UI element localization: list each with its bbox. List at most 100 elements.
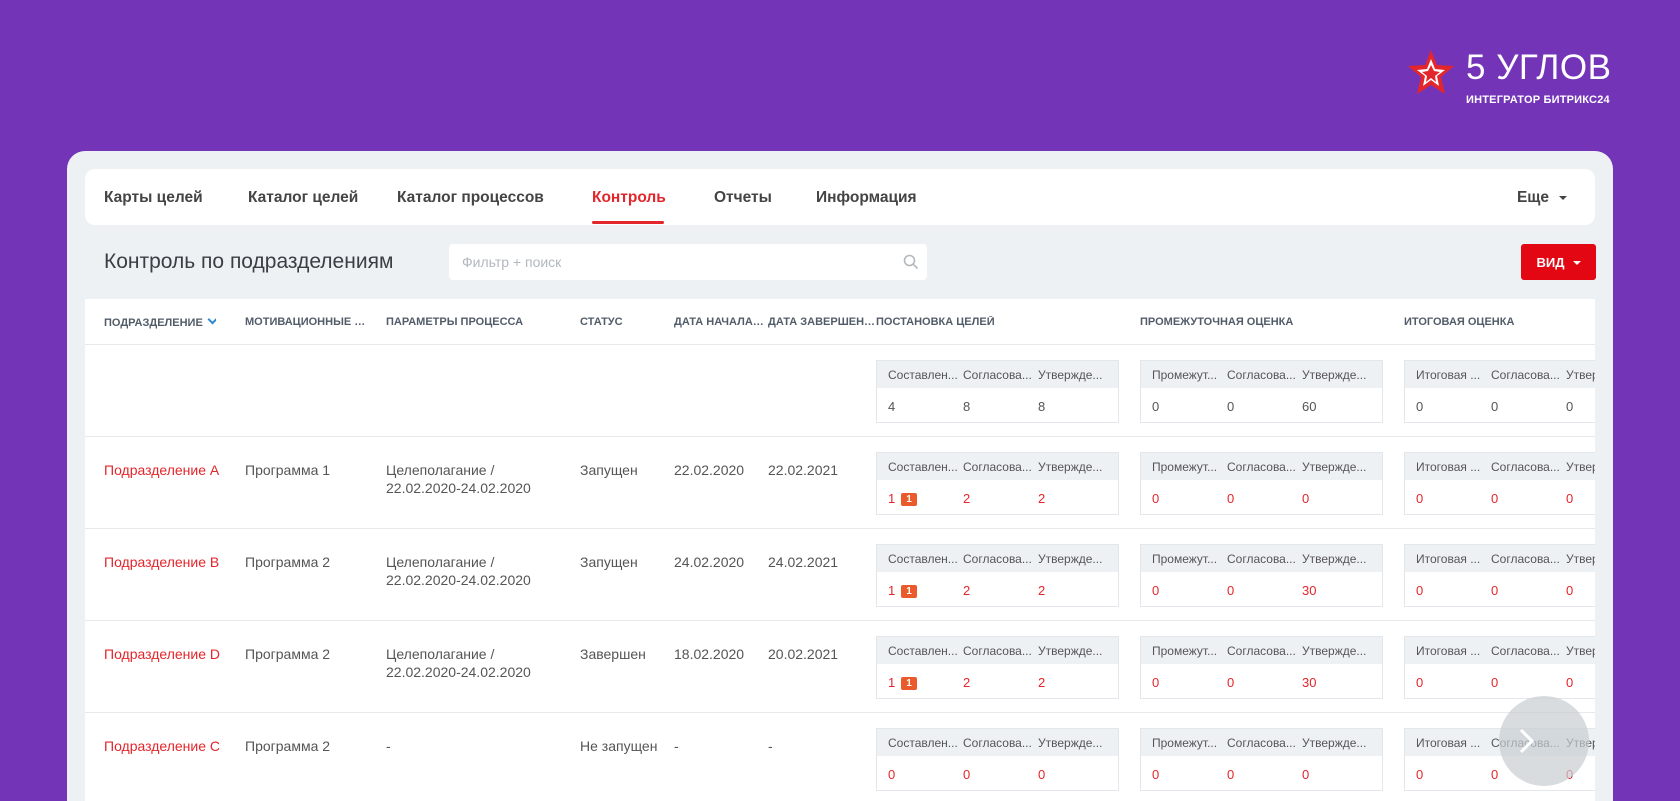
- group-header-label: Согласова...: [1491, 460, 1560, 474]
- chevron-down-icon: [1572, 261, 1581, 266]
- end-date-cell: 24.02.2021: [768, 554, 839, 570]
- start-date-cell: -: [674, 738, 679, 754]
- group-value[interactable]: 2: [1038, 675, 1046, 690]
- group-header-label: Итоговая ...: [1416, 552, 1481, 566]
- group-value[interactable]: 0: [1302, 767, 1310, 782]
- app-window: Карты целей Каталог целей Каталог процес…: [67, 151, 1613, 801]
- interim-summary-group: Промежут... Согласова... Утвержде... 0 0…: [1140, 360, 1383, 423]
- column-header-start-date[interactable]: ДАТА НАЧАЛА ...: [674, 316, 764, 328]
- group-value[interactable]: 0: [1566, 491, 1574, 506]
- group-value[interactable]: 0: [1416, 675, 1424, 690]
- group-header-label: Согласова...: [1227, 552, 1296, 566]
- group-value[interactable]: 2: [963, 583, 971, 598]
- tab-reports[interactable]: Отчеты: [714, 189, 772, 206]
- tab-information[interactable]: Информация: [816, 189, 917, 206]
- search-input[interactable]: [449, 244, 927, 280]
- group-value[interactable]: 0: [1038, 767, 1046, 782]
- group-value[interactable]: 2: [1038, 583, 1046, 598]
- group-value[interactable]: 0: [1566, 675, 1574, 690]
- group-value[interactable]: 0: [1227, 491, 1235, 506]
- group-value[interactable]: 0: [1491, 491, 1499, 506]
- final-group: Итоговая ... Согласова... Утвер 0 0 0: [1404, 452, 1595, 515]
- group-value[interactable]: 30: [1302, 675, 1317, 690]
- group-value[interactable]: 0: [1491, 675, 1499, 690]
- group-value[interactable]: 0: [1227, 675, 1235, 690]
- company-logo: 5 УГЛОВ ИНТЕГРАТОР БИТРИКС24: [1408, 48, 1613, 108]
- group-value[interactable]: 2: [1038, 491, 1046, 506]
- column-header-goal-setting[interactable]: ПОСТАНОВКА ЦЕЛЕЙ: [876, 316, 995, 328]
- group-value[interactable]: 0: [1152, 583, 1160, 598]
- group-header-label: Утвержде...: [1302, 552, 1367, 566]
- group-header-label: Утвержде...: [1302, 644, 1367, 658]
- group-header-label: Составлен...: [888, 736, 958, 750]
- group-value[interactable]: 0: [888, 767, 896, 782]
- group-header-label: Составлен...: [888, 552, 958, 566]
- column-header-end-date[interactable]: ДАТА ЗАВЕРШЕНИ...: [768, 316, 876, 328]
- department-link[interactable]: Подразделение B: [104, 554, 220, 570]
- column-header-status[interactable]: СТАТУС: [580, 316, 623, 328]
- group-header-label: Утвержде...: [1302, 736, 1367, 750]
- count-badge: 1: [901, 585, 917, 598]
- group-value[interactable]: 0: [1152, 767, 1160, 782]
- department-link[interactable]: Подразделение A: [104, 462, 220, 478]
- final-summary-group: Итоговая ... Согласова... Утвер 0 0 0: [1404, 360, 1595, 423]
- program-cell: Программа 1: [245, 462, 331, 478]
- top-navigation: Карты целей Каталог целей Каталог процес…: [85, 169, 1595, 225]
- group-value[interactable]: 0: [1302, 491, 1310, 506]
- group-value[interactable]: 0: [1491, 767, 1499, 782]
- tab-control[interactable]: Контроль: [592, 189, 666, 206]
- tab-goal-catalog[interactable]: Каталог целей: [248, 189, 359, 206]
- group-header-label: Итоговая ...: [1416, 460, 1481, 474]
- group-value[interactable]: 2: [963, 491, 971, 506]
- table-row: Подразделение A Программа 1 Целеполагание …: [85, 437, 1595, 529]
- tab-process-catalog[interactable]: Каталог процессов: [397, 189, 544, 206]
- status-cell: Не запущен: [580, 738, 658, 754]
- start-date-cell: 24.02.2020: [674, 554, 745, 570]
- group-value[interactable]: 0: [1416, 767, 1424, 782]
- department-link[interactable]: Подразделение C: [104, 738, 221, 754]
- group-value[interactable]: 0: [1152, 675, 1160, 690]
- end-date-cell: 20.02.2021: [768, 646, 839, 662]
- column-header-interim-assessment[interactable]: ПРОМЕЖУТОЧНАЯ ОЦЕНКА: [1140, 316, 1294, 328]
- view-button[interactable]: ВИД: [1521, 244, 1596, 280]
- group-value[interactable]: 2: [963, 675, 971, 690]
- final-group: Итоговая ... Согласова... Утвер 0 0 0: [1404, 544, 1595, 607]
- tab-goal-maps[interactable]: Карты целей: [104, 189, 203, 206]
- group-value[interactable]: 0: [1566, 583, 1574, 598]
- column-header-motivation[interactable]: МОТИВАЦИОННЫЕ ПР...: [245, 316, 373, 328]
- active-tab-indicator: [592, 221, 664, 224]
- search-icon[interactable]: [903, 254, 919, 270]
- group-value[interactable]: 0: [1491, 583, 1499, 598]
- column-header-final-assessment[interactable]: ИТОГОВАЯ ОЦЕНКА: [1404, 316, 1515, 328]
- group-value[interactable]: 0: [1152, 491, 1160, 506]
- column-header-department[interactable]: ПОДРАЗДЕЛЕНИЕ: [104, 316, 216, 329]
- group-value[interactable]: 0: [963, 767, 971, 782]
- group-header-label: Утвержде...: [1038, 736, 1103, 750]
- group-value[interactable]: 0: [1227, 767, 1235, 782]
- group-header-label: Итоговая ...: [1416, 736, 1481, 750]
- group-header-label: Промежут...: [1152, 644, 1218, 658]
- status-cell: Запущен: [580, 462, 638, 478]
- logo-title: 5 УГЛОВ: [1466, 48, 1612, 87]
- goals-group: Составлен... Согласова... Утвержде... 1 1 2 2: [876, 636, 1119, 699]
- group-value[interactable]: 0: [1227, 583, 1235, 598]
- scroll-right-button[interactable]: [1499, 696, 1589, 786]
- column-header-params[interactable]: ПАРАМЕТРЫ ПРОЦЕССА: [386, 316, 524, 328]
- group-value[interactable]: 0: [1416, 583, 1424, 598]
- group-value[interactable]: 30: [1302, 583, 1317, 598]
- department-link[interactable]: Подразделение D: [104, 646, 221, 662]
- table-row: Подразделение D Программа 2 Целеполагание …: [85, 621, 1595, 713]
- group-header-label: Согласова...: [1227, 460, 1296, 474]
- group-header-label: Составлен...: [888, 460, 958, 474]
- params-cell: -: [386, 738, 391, 754]
- program-cell: Программа 2: [245, 738, 331, 754]
- group-header-label: Согласова...: [1491, 644, 1560, 658]
- more-menu-button[interactable]: Еще: [1517, 189, 1567, 207]
- group-header-label: Утвержде...: [1038, 644, 1103, 658]
- table-row: Подразделение B Программа 2 Целеполагание …: [85, 529, 1595, 621]
- group-value[interactable]: 0: [1416, 491, 1424, 506]
- group-header-label: Промежут...: [1152, 460, 1218, 474]
